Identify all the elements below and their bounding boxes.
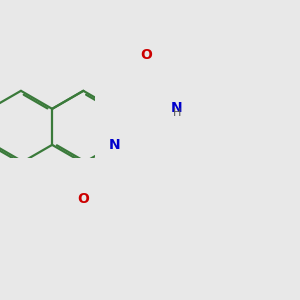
Text: N: N xyxy=(171,101,183,116)
Text: O: O xyxy=(77,192,89,206)
Text: N: N xyxy=(109,138,120,152)
Text: H: H xyxy=(173,108,181,118)
Text: O: O xyxy=(140,48,152,62)
